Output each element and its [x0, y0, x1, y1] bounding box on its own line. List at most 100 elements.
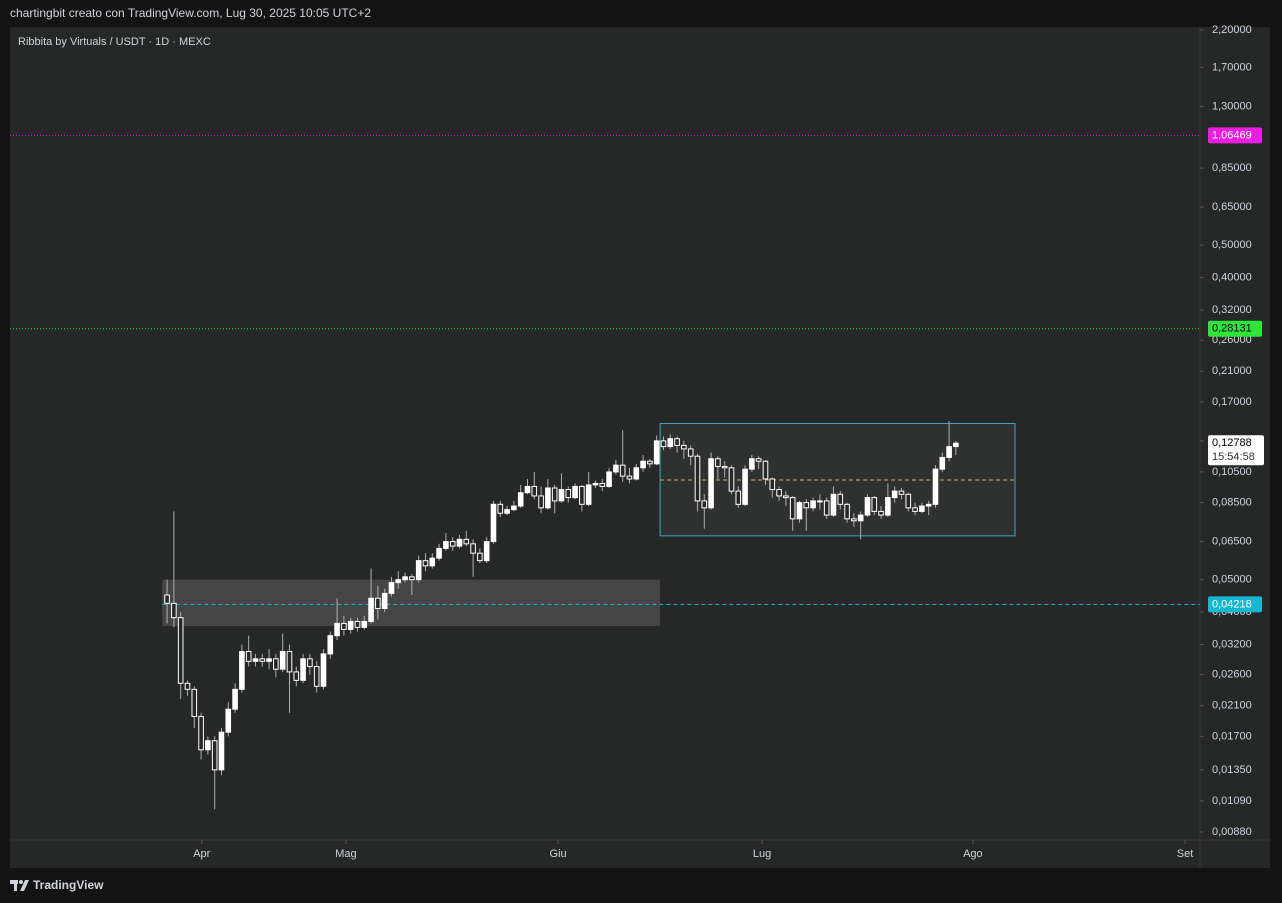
candle-body: [184, 682, 191, 690]
y-tick-label: 0,06500: [1212, 535, 1252, 547]
candle-body: [211, 740, 218, 771]
candle-body: [225, 708, 232, 733]
x-tick-label: Giu: [550, 848, 567, 860]
candle-body: [715, 458, 721, 467]
candle-body: [313, 666, 320, 687]
candle-body: [681, 444, 687, 450]
candle-body: [653, 440, 660, 465]
y-tick-label: 0,08500: [1212, 497, 1252, 509]
candle-body: [837, 493, 844, 505]
candle-body: [728, 467, 735, 492]
candle-body: [919, 505, 925, 512]
candle-body: [504, 509, 510, 514]
candle-body: [443, 541, 449, 549]
candle-body: [810, 500, 816, 509]
candle-body: [232, 688, 238, 710]
candle-body: [633, 467, 640, 480]
candle-body: [198, 715, 204, 751]
candle-body: [619, 464, 626, 477]
candle-body: [844, 503, 850, 520]
x-tick-label: Ago: [963, 848, 983, 860]
candle-body: [300, 658, 306, 681]
candle-body: [307, 658, 313, 668]
symbol-title: Ribbita by Virtuals / USDT · 1D · MEXC: [18, 36, 211, 48]
candle-body: [347, 620, 354, 630]
candle-body: [776, 489, 782, 497]
candle-body: [565, 489, 572, 499]
candle-body: [572, 485, 578, 499]
y-tick-label: 0,26000: [1212, 334, 1252, 346]
logo: [10, 880, 29, 891]
candle-body: [354, 620, 361, 628]
candle-body: [647, 460, 653, 465]
candle-body: [252, 658, 259, 662]
footer-brand: TradingView: [33, 878, 104, 892]
candle-body: [477, 552, 483, 562]
candle-body: [640, 460, 646, 469]
candle-body: [742, 468, 748, 505]
candle-body: [789, 497, 796, 520]
candle-body: [701, 500, 708, 509]
candle-body: [375, 597, 381, 610]
x-tick-label: Set: [1177, 848, 1194, 860]
y-tick-label: 0,02600: [1212, 669, 1252, 681]
y-tick-label: 0,01350: [1212, 764, 1252, 776]
y-tick-label: 0,85000: [1212, 162, 1252, 174]
y-tick-label: 0,32000: [1212, 304, 1252, 316]
y-tick-label: 0,10500: [1212, 466, 1252, 478]
y-tick-label: 0,00880: [1212, 826, 1252, 838]
y-tick-label: 0,05000: [1212, 574, 1252, 586]
candle-body: [579, 485, 585, 505]
price-label-box: [1208, 127, 1262, 144]
candle-body: [245, 650, 252, 662]
y-tick-label: 0,21000: [1212, 365, 1252, 377]
candle-body: [449, 541, 456, 547]
y-tick-label: 0,40000: [1212, 272, 1252, 284]
candle-body: [171, 602, 177, 619]
candle-body: [749, 458, 755, 470]
candle-body: [912, 507, 918, 512]
candle-body: [762, 460, 769, 480]
candle-body: [483, 541, 490, 562]
candle-body: [953, 442, 959, 448]
candle-body: [592, 482, 599, 486]
candle-body: [177, 617, 184, 684]
price-label: 0,04218: [1212, 598, 1252, 610]
candle-body: [885, 497, 891, 516]
candle-body: [368, 597, 374, 622]
candle-body: [218, 731, 225, 771]
candle-body: [415, 560, 422, 581]
y-tick-label: 0,65000: [1212, 201, 1252, 213]
candle-body: [273, 658, 279, 670]
candle-body: [708, 458, 714, 509]
candle-body: [613, 464, 619, 473]
x-tick-label: Mag: [335, 848, 356, 860]
last-price-label: 0,12788: [1212, 437, 1252, 449]
candle-body: [538, 495, 544, 509]
candle-body: [783, 495, 789, 499]
candle-body: [585, 484, 592, 505]
candle-body: [524, 485, 531, 494]
candle-body: [558, 489, 565, 502]
candle-body: [531, 485, 538, 497]
candle-body: [279, 650, 286, 670]
candle-body: [606, 471, 612, 487]
candle-body: [830, 493, 837, 516]
candle-body: [511, 505, 517, 511]
candle-body: [429, 557, 436, 567]
candle-body: [395, 579, 402, 584]
candle-body: [925, 503, 932, 507]
candle-body: [266, 658, 272, 662]
candle-body: [864, 497, 871, 516]
candle-body: [769, 478, 776, 491]
candle-body: [667, 438, 674, 448]
candle-body: [205, 740, 211, 751]
candle-body: [164, 594, 170, 604]
price-label-box: [1208, 596, 1262, 613]
candle-body: [470, 543, 476, 554]
candle-body: [891, 490, 898, 499]
zone: [162, 579, 661, 626]
candle-body: [817, 500, 823, 503]
